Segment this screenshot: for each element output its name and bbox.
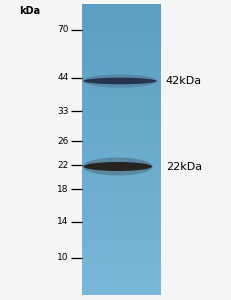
Text: 26: 26 <box>57 136 68 146</box>
Ellipse shape <box>83 162 151 171</box>
Text: 33: 33 <box>57 106 68 116</box>
Text: 14: 14 <box>57 218 68 226</box>
Text: 10: 10 <box>57 254 68 262</box>
Text: 22kDa: 22kDa <box>165 161 201 172</box>
Ellipse shape <box>83 78 156 84</box>
Ellipse shape <box>82 74 157 88</box>
Text: 70: 70 <box>57 26 68 34</box>
Text: 18: 18 <box>57 184 68 194</box>
Text: kDa: kDa <box>19 6 41 16</box>
Text: 44: 44 <box>57 74 68 82</box>
Ellipse shape <box>82 158 152 175</box>
Text: 22: 22 <box>57 160 68 169</box>
Text: 42kDa: 42kDa <box>165 76 201 86</box>
